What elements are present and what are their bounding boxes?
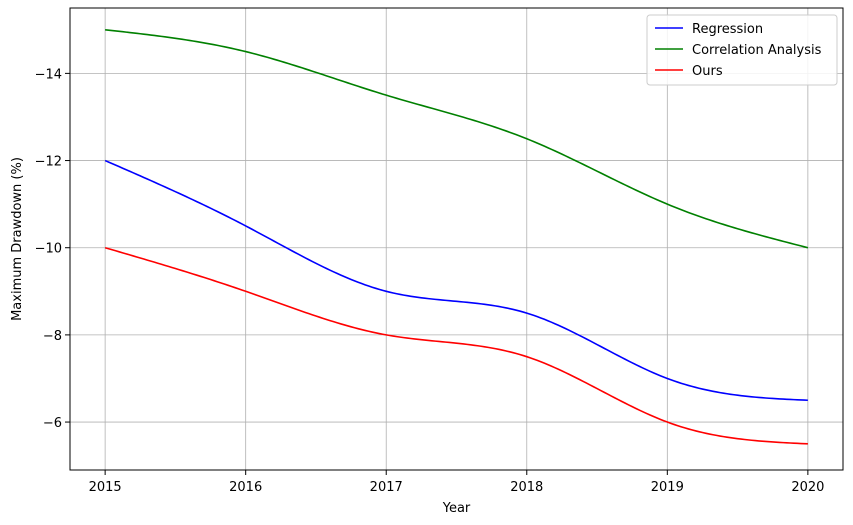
- x-tick-label: 2019: [651, 480, 684, 495]
- x-tick-label: 2017: [370, 480, 403, 495]
- x-tick-label: 2020: [791, 480, 824, 495]
- y-tick-label: −8: [43, 329, 62, 344]
- series-lines: [104, 28, 809, 445]
- series-line-ours: [104, 246, 808, 445]
- plot-frame: [69, 7, 844, 471]
- x-axis-title: Year: [442, 501, 471, 516]
- x-tick-label: 2016: [229, 480, 262, 495]
- series-line-correlation-analysis: [105, 28, 809, 249]
- x-tick-label: 2018: [510, 480, 543, 495]
- axis-ticks: 2015 2016 2017 2018 2019 2020 −14 −12 −10 −8 −6: [35, 67, 825, 495]
- legend-box: [646, 14, 838, 86]
- x-tick-label: 2015: [89, 480, 122, 495]
- legend-label-correlation-analysis: Correlation Analysis: [692, 43, 822, 58]
- y-tick-label: −14: [35, 67, 62, 82]
- y-axis-title: Maximum Drawdown (%): [10, 157, 25, 321]
- legend-label-ours: Ours: [692, 64, 723, 79]
- legend: Regression Correlation Analysis Ours: [646, 14, 838, 86]
- series-line-regression: [104, 159, 808, 402]
- y-tick-label: −10: [35, 242, 62, 257]
- y-tick-label: −12: [35, 155, 62, 170]
- legend-label-regression: Regression: [692, 22, 763, 37]
- y-tick-label: −6: [43, 416, 62, 431]
